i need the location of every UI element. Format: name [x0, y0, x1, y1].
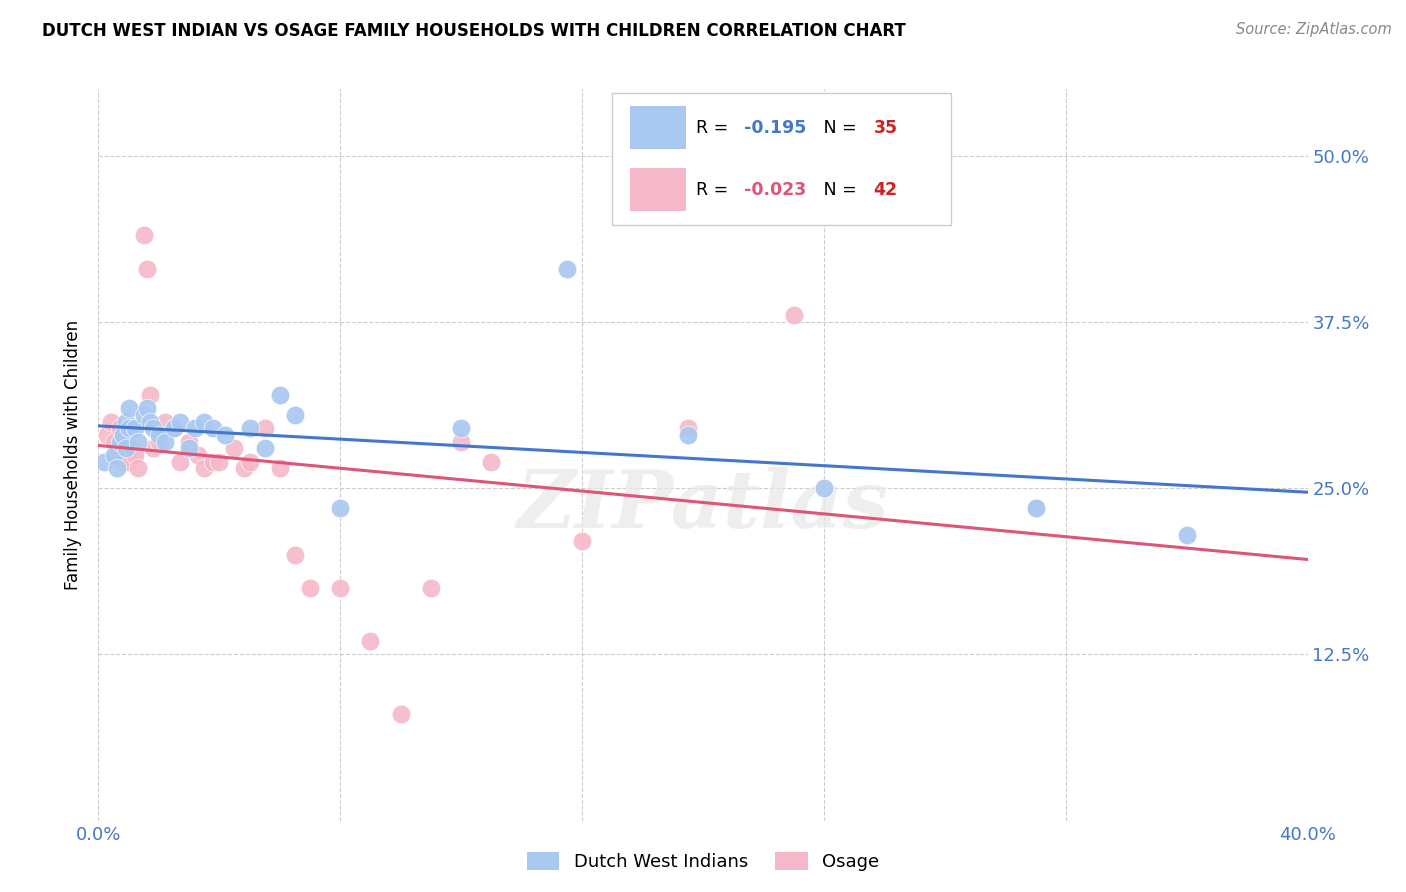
- Point: [555, 261, 578, 276]
- Point: [169, 454, 191, 468]
- Point: [1175, 527, 1198, 541]
- Point: [118, 421, 141, 435]
- Point: [1024, 501, 1046, 516]
- Point: [108, 434, 131, 449]
- Text: N =: N =: [807, 181, 862, 199]
- Point: [114, 434, 136, 449]
- Text: 35: 35: [873, 119, 897, 136]
- Point: [389, 707, 412, 722]
- Point: [124, 421, 146, 435]
- Point: [163, 421, 186, 435]
- Point: [450, 421, 472, 435]
- Point: [121, 442, 143, 456]
- Legend: Dutch West Indians, Osage: Dutch West Indians, Osage: [520, 845, 886, 879]
- Point: [96, 428, 118, 442]
- Text: -0.023: -0.023: [744, 181, 807, 199]
- Point: [114, 442, 136, 456]
- Point: [284, 408, 307, 422]
- Point: [187, 448, 209, 462]
- Point: [124, 448, 146, 462]
- Point: [103, 434, 125, 449]
- Text: 42: 42: [873, 181, 897, 199]
- Point: [813, 481, 835, 495]
- Text: R =: R =: [696, 119, 734, 136]
- FancyBboxPatch shape: [613, 93, 950, 225]
- Point: [450, 434, 472, 449]
- Point: [420, 581, 443, 595]
- Point: [179, 434, 201, 449]
- Point: [105, 461, 128, 475]
- Point: [103, 448, 125, 462]
- Point: [208, 454, 231, 468]
- Point: [108, 421, 131, 435]
- Point: [253, 421, 276, 435]
- Text: -0.195: -0.195: [744, 119, 807, 136]
- Point: [269, 461, 291, 475]
- Point: [193, 461, 215, 475]
- Text: N =: N =: [807, 119, 862, 136]
- Point: [139, 388, 162, 402]
- Point: [169, 415, 191, 429]
- Point: [202, 421, 225, 435]
- Point: [163, 421, 186, 435]
- Point: [148, 428, 170, 442]
- Point: [1024, 501, 1046, 516]
- Point: [676, 421, 699, 435]
- Point: [284, 548, 307, 562]
- Point: [132, 408, 155, 422]
- Point: [214, 428, 236, 442]
- Point: [127, 461, 149, 475]
- Point: [118, 454, 141, 468]
- Point: [114, 415, 136, 429]
- Y-axis label: Family Households with Children: Family Households with Children: [65, 320, 83, 590]
- Point: [239, 454, 262, 468]
- Point: [269, 388, 291, 402]
- Point: [153, 434, 176, 449]
- Point: [132, 228, 155, 243]
- Point: [142, 442, 165, 456]
- Point: [783, 308, 806, 322]
- Point: [184, 421, 207, 435]
- Point: [105, 448, 128, 462]
- Point: [111, 428, 134, 442]
- Point: [111, 454, 134, 468]
- Point: [100, 415, 122, 429]
- Point: [153, 415, 176, 429]
- Point: [148, 434, 170, 449]
- Point: [118, 421, 141, 435]
- Point: [193, 415, 215, 429]
- Point: [135, 401, 157, 416]
- Point: [179, 442, 201, 456]
- Point: [93, 454, 115, 468]
- Text: Source: ZipAtlas.com: Source: ZipAtlas.com: [1236, 22, 1392, 37]
- Point: [329, 501, 352, 516]
- Point: [142, 421, 165, 435]
- Point: [135, 261, 157, 276]
- Text: ZIPatlas: ZIPatlas: [517, 467, 889, 545]
- Point: [481, 454, 503, 468]
- Point: [329, 581, 352, 595]
- Text: R =: R =: [696, 181, 734, 199]
- FancyBboxPatch shape: [630, 169, 686, 211]
- Point: [571, 534, 593, 549]
- Point: [299, 581, 322, 595]
- Point: [202, 454, 225, 468]
- Point: [139, 415, 162, 429]
- FancyBboxPatch shape: [630, 106, 686, 149]
- Point: [253, 442, 276, 456]
- Point: [118, 401, 141, 416]
- Point: [239, 421, 262, 435]
- Point: [127, 434, 149, 449]
- Point: [676, 428, 699, 442]
- Point: [232, 461, 254, 475]
- Point: [224, 442, 246, 456]
- Text: DUTCH WEST INDIAN VS OSAGE FAMILY HOUSEHOLDS WITH CHILDREN CORRELATION CHART: DUTCH WEST INDIAN VS OSAGE FAMILY HOUSEH…: [42, 22, 905, 40]
- Point: [360, 634, 382, 648]
